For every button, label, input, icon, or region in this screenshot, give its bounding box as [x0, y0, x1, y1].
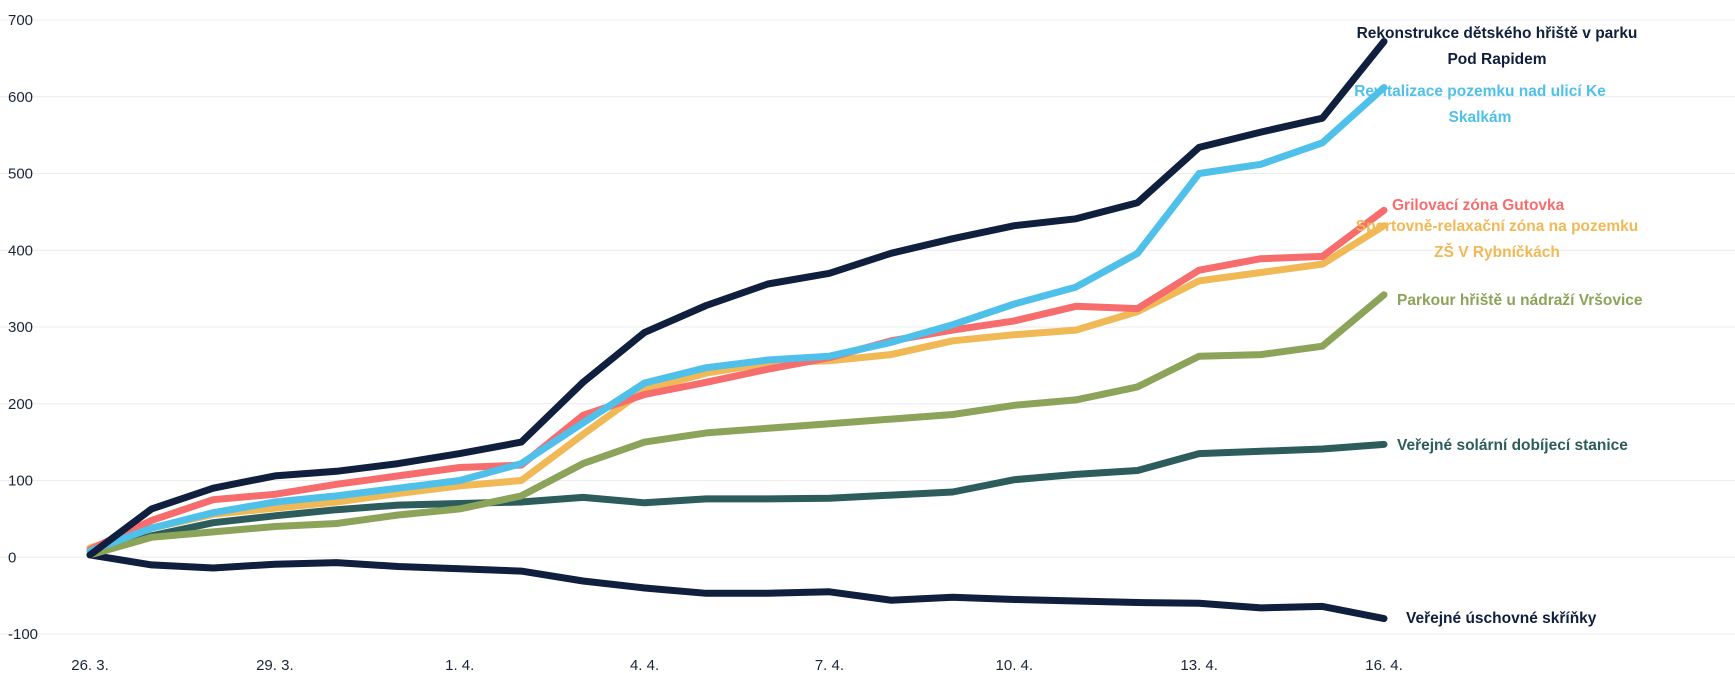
y-tick-label: 500	[8, 166, 33, 183]
y-tick-label: 600	[8, 89, 33, 106]
series-label: Veřejné úschovné skříňky	[1406, 610, 1597, 627]
x-tick-label: 13. 4.	[1180, 657, 1218, 673]
series-line	[86, 222, 1388, 552]
series-line	[86, 84, 1388, 555]
x-tick-label: 1. 4.	[445, 657, 474, 673]
x-tick-label: 16. 4.	[1365, 657, 1403, 673]
series-label: Rekonstrukce dětského hřiště v parku	[1357, 25, 1638, 42]
x-tick-label: 29. 3.	[256, 657, 294, 673]
y-tick-label: -100	[8, 626, 38, 643]
y-tick-label: 300	[8, 319, 33, 336]
series-label: Parkour hřiště u nádraží Vršovice	[1397, 292, 1643, 309]
y-tick-label: 400	[8, 242, 33, 259]
series-line	[86, 291, 1388, 559]
y-axis-ticks: -100 0 100 200 300 400 500 600 700	[8, 12, 38, 643]
y-tick-label: 700	[8, 12, 33, 29]
series-lines	[86, 38, 1388, 623]
series-label: Skalkám	[1449, 109, 1512, 126]
series-label: ZŠ V Rybníčkách	[1434, 243, 1560, 261]
x-tick-label: 10. 4.	[996, 657, 1034, 673]
series-line	[86, 38, 1388, 559]
y-tick-label: 200	[8, 396, 33, 413]
series-line	[86, 440, 1388, 559]
x-tick-label: 7. 4.	[815, 657, 844, 673]
series-label: Pod Rapidem	[1447, 51, 1546, 68]
series-label: Grilovací zóna Gutovka	[1392, 197, 1565, 214]
series-labels: Rekonstrukce dětského hřiště v parku Pod …	[1354, 25, 1643, 627]
series-label: Revitalizace pozemku nad ulicí Ke	[1354, 83, 1606, 100]
y-tick-label: 100	[8, 473, 33, 490]
series-label: Veřejné solární dobíjecí stanice	[1397, 437, 1628, 454]
x-tick-label: 26. 3.	[71, 657, 109, 673]
series-line	[86, 206, 1388, 554]
x-tick-label: 4. 4.	[630, 657, 659, 673]
x-axis-ticks: 26. 3. 29. 3. 1. 4. 4. 4. 7. 4. 10. 4. 13. 4. 1…	[71, 657, 1403, 673]
series-label: Sportovně-relaxační zóna na pozemku	[1356, 218, 1639, 235]
y-tick-label: 0	[8, 549, 16, 566]
series-line	[86, 551, 1388, 623]
gridlines	[0, 19, 1735, 635]
